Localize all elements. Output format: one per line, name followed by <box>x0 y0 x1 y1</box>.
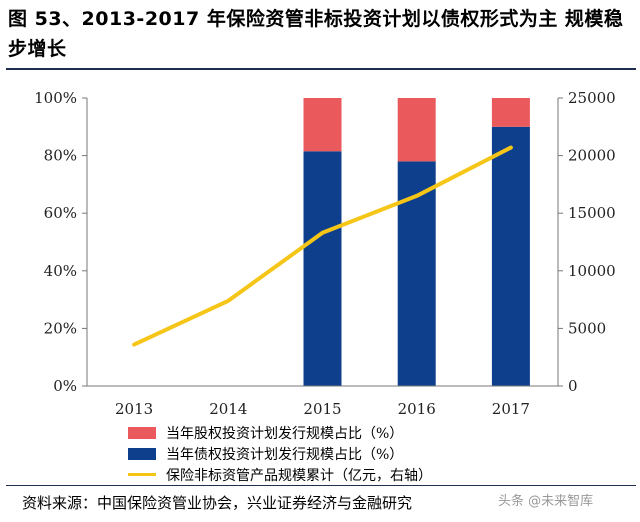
ticks-group: 0% 20% 40% 60% 80% 100% 0 5000 10000 15000 20000 25… <box>34 89 616 418</box>
right-tick-label: 15000 <box>568 204 616 222</box>
source-divider <box>6 485 636 486</box>
line-point-2015 <box>322 232 323 234</box>
legend-label-line: 保险非标资管产品规模累计（亿元，右轴） <box>166 467 432 484</box>
x-tick-label: 2013 <box>115 400 153 418</box>
line-point-2017 <box>510 147 512 149</box>
title-divider <box>6 68 636 70</box>
legend-swatch-debt <box>128 447 156 460</box>
bar-equity-2017 <box>491 98 530 127</box>
right-tick-label: 20000 <box>568 147 616 165</box>
bars-group <box>303 98 530 387</box>
legend-swatch-line <box>128 473 156 476</box>
line-point-2013 <box>133 344 135 346</box>
left-tick-label: 80% <box>44 147 77 165</box>
legend-swatch-equity <box>128 426 156 439</box>
left-tick-label: 40% <box>44 262 77 280</box>
left-tick-label: 20% <box>44 319 77 337</box>
legend-label-equity: 当年股权投资计划发行规模占比（%） <box>166 425 404 442</box>
legend-item-equity: 当年股权投资计划发行规模占比（%） <box>128 422 432 443</box>
left-tick-label: 100% <box>34 89 77 107</box>
right-tick-label: 25000 <box>568 89 616 107</box>
bar-equity-2015 <box>303 98 342 152</box>
legend: 当年股权投资计划发行规模占比（%） 当年债权投资计划发行规模占比（%） 保险非标… <box>128 422 432 485</box>
line-point-2014 <box>227 300 229 302</box>
right-tick-label: 10000 <box>568 262 616 280</box>
chart-title: 图 53、2013-2017 年保险资管非标投资计划以债权形式为主 规模稳步增长 <box>8 8 624 60</box>
left-tick-label: 0% <box>53 377 77 395</box>
line-point-2016 <box>416 195 418 197</box>
bar-equity-2016 <box>397 98 436 162</box>
bar-debt-2017 <box>491 126 530 387</box>
legend-item-debt: 当年债权投资计划发行规模占比（%） <box>128 443 432 464</box>
x-tick-label: 2015 <box>303 400 341 418</box>
axes-group <box>82 97 563 387</box>
x-tick-label: 2014 <box>209 400 247 418</box>
line-group <box>132 145 513 347</box>
right-tick-label: 5000 <box>568 319 606 337</box>
source-note: 资料来源：中国保险资管业协会，兴业证券经济与金融研究 <box>22 494 413 512</box>
legend-item-line: 保险非标资管产品规模累计（亿元，右轴） <box>128 464 432 485</box>
bar-debt-2015 <box>303 151 342 386</box>
x-tick-label: 2017 <box>492 400 530 418</box>
legend-label-debt: 当年债权投资计划发行规模占比（%） <box>166 446 404 463</box>
x-tick-label: 2016 <box>398 400 436 418</box>
left-tick-label: 60% <box>44 204 77 222</box>
chart-svg: 0% 20% 40% 60% 80% 100% 0 5000 10000 15000 20000 25… <box>34 89 616 418</box>
watermark: 头条 @未来智库 <box>498 494 594 509</box>
right-tick-label: 0 <box>568 377 578 395</box>
